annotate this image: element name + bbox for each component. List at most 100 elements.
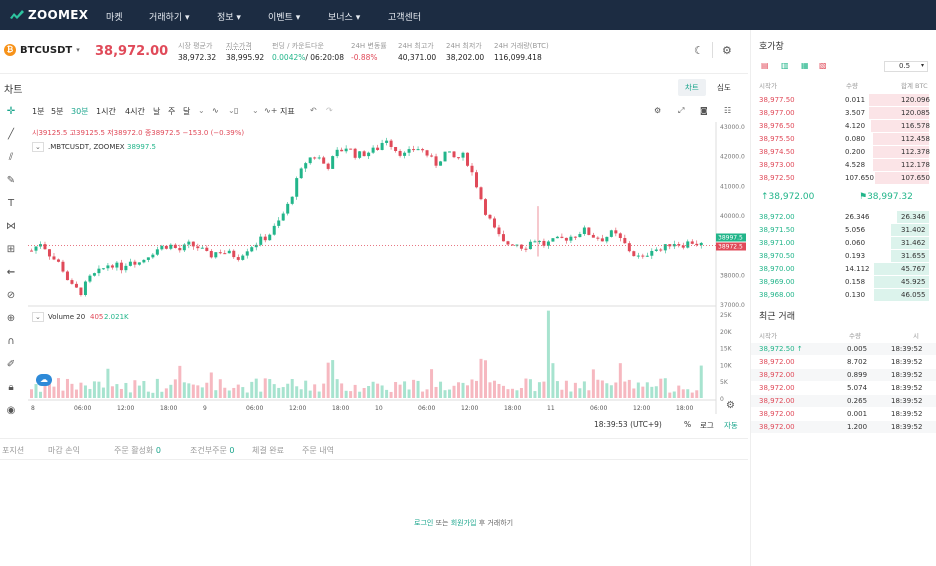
eye-icon[interactable]: ◉ <box>6 405 16 416</box>
zoom-in-icon[interactable]: ⊕ <box>6 313 16 324</box>
symbol-selector[interactable]: ₿ BTCUSDT ▾ <box>4 44 80 56</box>
tab-closed-pnl[interactable]: 마감 손익 <box>48 446 80 455</box>
nav-events[interactable]: 이벤트 ▾ <box>268 13 301 23</box>
interval-week[interactable]: 주 <box>168 107 176 116</box>
signup-link[interactable]: 회원가입 <box>450 519 477 527</box>
login-link[interactable]: 로그인 <box>414 519 434 527</box>
nav-bonus[interactable]: 보너스 ▾ <box>328 13 361 23</box>
tab-active-orders[interactable]: 주문 활성화 0 <box>114 446 161 455</box>
volume-bar <box>582 381 586 398</box>
view-both-icon[interactable]: ▤ <box>761 61 769 70</box>
interval-month[interactable]: 달 <box>183 107 191 116</box>
time-axis-settings-icon[interactable]: ⚙ <box>726 400 735 411</box>
pencil-lock-icon[interactable]: ✐ <box>6 359 16 370</box>
nav-info[interactable]: 정보 ▾ <box>217 13 241 23</box>
tab-depth[interactable]: 심도 <box>717 83 731 92</box>
price-chart[interactable]: 42000.041000.040000.039000.038000.037000… <box>28 122 746 418</box>
chart-settings-icon[interactable]: ⚙ <box>654 106 662 115</box>
asks-row[interactable]: 38,972.50 107.650 107.650 <box>751 172 936 184</box>
bids-row[interactable]: 38,968.00 0.130 46.055 <box>751 289 936 301</box>
auto-toggle[interactable]: 자동 <box>724 421 738 430</box>
bids-row[interactable]: 38,970.50 0.193 31.655 <box>751 250 936 262</box>
tab-conditional-orders[interactable]: 조건부주문 0 <box>190 446 235 455</box>
view-asks-bids-icon[interactable]: ▥ <box>781 61 789 70</box>
volume-bar <box>236 384 240 398</box>
tab-chart[interactable]: 차트 <box>678 79 706 96</box>
bids-row[interactable]: 38,971.00 0.060 31.462 <box>751 237 936 249</box>
asks-row[interactable]: 38,975.50 0.080 112.458 <box>751 133 936 145</box>
nav-support[interactable]: 고객센터 <box>388 13 422 23</box>
fullscreen-icon[interactable]: ⤢ <box>678 106 685 115</box>
bids-row[interactable]: 38,969.00 0.158 45.925 <box>751 276 936 288</box>
measure-icon[interactable]: ⊞ <box>6 244 16 255</box>
ruler-icon[interactable]: ⊘ <box>6 290 16 301</box>
price-tick: 37000.0 <box>720 302 745 309</box>
text-tool-icon[interactable]: T <box>7 198 15 209</box>
cloud-icon[interactable]: ☁ <box>36 374 52 386</box>
asks-row[interactable]: 38,974.50 0.200 112.378 <box>751 146 936 158</box>
bids-row[interactable]: 38,972.00 26.346 26.346 <box>751 211 936 223</box>
interval-dropdown-icon[interactable]: ⌄ <box>198 106 205 115</box>
log-toggle[interactable]: 로그 <box>700 421 714 430</box>
asks-row[interactable]: 38,977.00 3.507 120.085 <box>751 107 936 119</box>
interval-5m[interactable]: 5분 <box>51 107 64 116</box>
settings-gear-icon[interactable]: ⚙ <box>722 44 732 57</box>
asks-row[interactable]: 38,973.00 4.528 112.178 <box>751 159 936 171</box>
volume-bar <box>160 391 164 398</box>
candle-body <box>380 142 384 150</box>
lock-icon[interactable]: 🔒︎ <box>8 382 14 393</box>
nav-market[interactable]: 마켓 <box>106 13 123 23</box>
tab-positions[interactable]: 포지션 <box>2 446 25 455</box>
bids-row[interactable]: 38,970.00 14.112 45.767 <box>751 263 936 275</box>
volume-bar <box>663 378 667 398</box>
view-bids-icon[interactable]: ▦ <box>801 61 809 70</box>
volume-bar <box>623 381 627 398</box>
pattern-icon[interactable]: ⋈ <box>6 221 16 232</box>
trendline-icon[interactable]: ╱ <box>7 129 15 140</box>
indicator-icon[interactable]: ∿+ <box>264 106 278 115</box>
volume-bar <box>425 389 429 398</box>
price-cell: 38,972.00 <box>759 213 795 221</box>
asks-row[interactable]: 38,976.50 4.120 116.578 <box>751 120 936 132</box>
screenshot-camera-icon[interactable]: ◙ <box>700 106 708 115</box>
candle-body <box>403 152 407 156</box>
redo-icon[interactable]: ↷ <box>326 106 333 115</box>
candlestick-icon[interactable]: ▯ <box>234 106 239 115</box>
interval-4h[interactable]: 4시간 <box>125 107 145 116</box>
undo-icon[interactable]: ↶ <box>310 106 317 115</box>
order-panel-icon[interactable]: ☷ <box>724 106 732 115</box>
precision-select[interactable]: 0.5 ▾ <box>884 61 928 72</box>
time-tick: 12:00 <box>461 405 478 412</box>
brand-logo[interactable]: ZOOMEX <box>10 8 100 22</box>
interval-1m[interactable]: 1분 <box>32 107 45 116</box>
tab-filled[interactable]: 체결 완료 <box>252 446 284 455</box>
trade-qty: 5.074 <box>847 384 868 392</box>
candle-dropdown-icon[interactable]: ⌄ <box>252 106 259 115</box>
qty-cell: 14.112 <box>845 265 870 273</box>
asks-row[interactable]: 38,977.50 0.011 120.096 <box>751 94 936 106</box>
interval-30m[interactable]: 30분 <box>71 107 89 116</box>
arrow-left-icon[interactable]: ← <box>6 267 16 278</box>
indicator-button[interactable]: 지표 <box>280 107 295 116</box>
line-chart-icon[interactable]: ∿ <box>212 106 219 115</box>
view-asks-icon[interactable]: ▧ <box>819 61 827 70</box>
nav-trade[interactable]: 거래하기 ▾ <box>149 13 190 23</box>
volume-collapse-icon[interactable]: ⌄ <box>32 312 44 322</box>
horizontal-lines-icon[interactable]: ⫽ <box>8 152 14 163</box>
candle-body <box>295 178 299 197</box>
interval-day[interactable]: 날 <box>153 107 161 116</box>
interval-1h[interactable]: 1시간 <box>96 107 116 116</box>
candle-body <box>466 152 470 166</box>
percent-toggle[interactable]: % <box>684 420 692 429</box>
brush-icon[interactable]: ✎ <box>6 175 16 186</box>
volume-value-1: 405 <box>90 313 104 321</box>
tab-order-history[interactable]: 주문 내역 <box>302 446 334 455</box>
candle-body <box>600 238 604 242</box>
magnet-icon[interactable]: ∩ <box>7 336 15 347</box>
chart-type-dropdown-icon[interactable]: ⌄ <box>228 106 235 115</box>
collapse-icon[interactable]: ⌄ <box>32 142 44 152</box>
candle-body <box>416 149 420 151</box>
dark-mode-icon[interactable]: ☾ <box>694 44 704 57</box>
bids-row[interactable]: 38,971.50 5.056 31.402 <box>751 224 936 236</box>
crosshair-icon[interactable]: ✛ <box>6 106 16 117</box>
